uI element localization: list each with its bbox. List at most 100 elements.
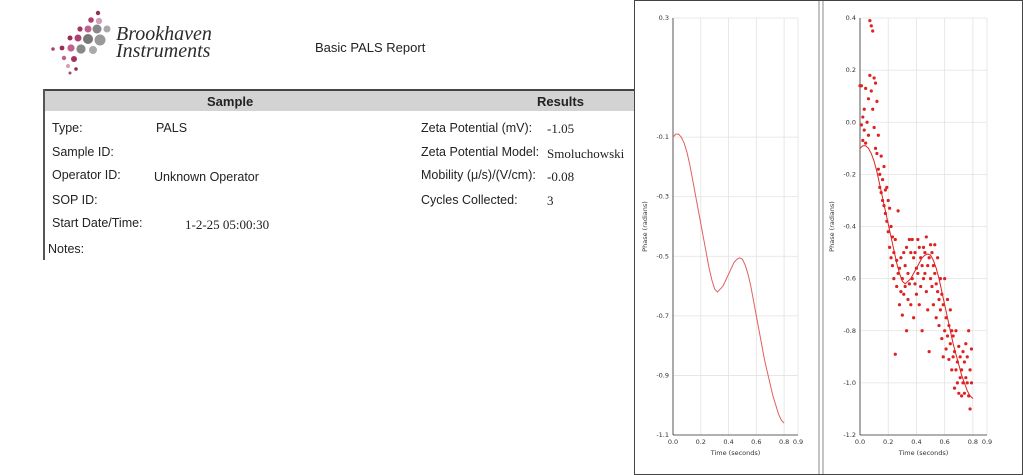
- chart2-data-point: [933, 243, 937, 247]
- chart2-data-point: [899, 256, 903, 260]
- chart2-data-point: [954, 368, 958, 372]
- chart2-data-point: [969, 347, 974, 351]
- chart2-data-point: [875, 99, 879, 103]
- chart2-y-tick-label: 0.2: [846, 66, 856, 74]
- chart1-y-tick-label: -0.3: [656, 193, 669, 201]
- chart2-data-point: [902, 292, 906, 296]
- chart2-data-point: [859, 123, 864, 127]
- chart2-data-point: [912, 256, 916, 260]
- chart2-data-point: [920, 263, 924, 268]
- chart2-x-tick-label: 0.6: [939, 438, 949, 446]
- chart2-x-tick-label: 0.0: [855, 438, 865, 446]
- sample-id-label: Sample ID:: [52, 145, 114, 159]
- chart2-data-point: [943, 329, 947, 333]
- chart2-data-point: [930, 284, 934, 289]
- chart2-data-point: [872, 125, 876, 130]
- operator-id-value: Unknown Operator: [154, 170, 259, 184]
- chart2-data-point: [917, 245, 921, 249]
- chart2-data-point: [920, 329, 924, 333]
- chart2-data-point: [958, 376, 962, 380]
- sample-type-value: PALS: [156, 121, 188, 135]
- zeta-potential-label: Zeta Potential (mV):: [421, 121, 533, 135]
- chart2-data-point: [917, 303, 921, 307]
- zeta-model-value: Smoluchowski: [547, 146, 625, 161]
- chart1-x-tick-label: 0.9: [793, 438, 803, 446]
- chart2-data-point: [951, 334, 955, 338]
- chart2-data-point: [968, 368, 972, 372]
- notes-label: Notes:: [48, 242, 85, 256]
- chart2-data-point: [904, 329, 909, 333]
- chart2-data-point: [961, 350, 965, 354]
- chart2-data-point: [876, 167, 880, 171]
- chart2-data-point: [909, 250, 913, 255]
- chart2-y-axis-label: Phase (radians): [828, 201, 836, 252]
- mobility-value: -0.08: [547, 169, 575, 184]
- chart2-data-point: [886, 198, 890, 203]
- chart2-data-point: [896, 209, 900, 213]
- chart1-y-tick-label: -0.5: [656, 252, 669, 260]
- chart2-data-point: [873, 81, 878, 85]
- chart2-data-point: [876, 133, 880, 137]
- chart2-data-point: [899, 290, 903, 294]
- chart2-data-point: [921, 277, 926, 281]
- chart1-y-axis-label: Phase (radians): [641, 201, 649, 252]
- chart2-data-point: [938, 308, 943, 312]
- chart2-data-point: [893, 352, 897, 356]
- chart1-y-tick-label: -0.1: [656, 133, 669, 141]
- chart2-data-point: [868, 19, 872, 23]
- chart2-data-point: [957, 344, 961, 348]
- sample-type-label: Type:: [52, 121, 83, 135]
- chart2-data-point: [926, 263, 930, 268]
- chart2-data-point: [927, 350, 931, 354]
- operator-id-label: Operator ID:: [52, 168, 121, 182]
- report-title: Basic PALS Report: [315, 40, 426, 55]
- chart2-data-point: [958, 355, 962, 359]
- chart1-x-tick-label: 0.2: [696, 438, 706, 446]
- chart2-data-point: [945, 297, 950, 302]
- chart2-data-point: [913, 250, 917, 255]
- chart2-data-point: [864, 141, 868, 145]
- chart2-data-point: [940, 336, 944, 341]
- chart2-data-point: [900, 313, 904, 317]
- chart2-data-point: [943, 277, 947, 281]
- chart2-y-tick-label: 0.0: [846, 118, 856, 126]
- chart2-data-point: [895, 284, 899, 289]
- chart2-data-point: [950, 368, 954, 372]
- chart2-data-point: [952, 386, 957, 390]
- chart2-data-point: [968, 407, 972, 411]
- chart2-data-point: [888, 206, 892, 210]
- logo-dots-icon: [51, 10, 111, 75]
- sop-id-label: SOP ID:: [52, 193, 98, 207]
- chart2-data-point: [962, 391, 967, 395]
- chart2-data-point: [875, 151, 879, 156]
- chart2-x-tick-label: 0.4: [911, 438, 921, 446]
- chart2-data-point: [936, 290, 940, 294]
- table-header-bar: Sample Results: [45, 89, 635, 111]
- chart2-data-point: [933, 271, 937, 276]
- chart2-data-point: [923, 250, 927, 255]
- start-datetime-value: 1-2-25 05:00:30: [185, 217, 270, 232]
- chart2-y-tick-label: -0.2: [843, 170, 856, 178]
- chart2-data-point: [955, 381, 959, 385]
- chart2-data-point: [967, 329, 971, 333]
- chart2-data-point: [862, 107, 866, 111]
- chart2-data-point: [964, 376, 968, 380]
- chart1-x-tick-label: 0.4: [723, 438, 733, 446]
- chart2-data-point: [892, 277, 896, 281]
- chart2-data-point: [936, 256, 940, 260]
- chart2-data-point: [962, 360, 967, 364]
- chart2-data-point: [916, 237, 920, 242]
- chart2-x-tick-label: 0.9: [982, 438, 992, 446]
- chart2-y-tick-label: -0.4: [843, 223, 856, 231]
- chart2-data-point: [886, 230, 890, 234]
- chart2-data-point: [889, 256, 893, 260]
- brookhaven-logo: Brookhaven Instruments: [50, 8, 250, 76]
- chart2-data-point: [916, 271, 920, 276]
- chart2-data-point: [864, 86, 868, 90]
- zeta-potential-value: -1.05: [547, 121, 575, 136]
- sample-header: Sample: [207, 94, 254, 109]
- chart2-data-point: [931, 303, 935, 307]
- chart2-y-tick-label: -0.8: [843, 327, 856, 335]
- chart2-data-point: [930, 250, 934, 255]
- phase-plots-panel: 0.3 -0.1 -0.3 -0.5 -0.7 -0.9 -1.1 0.0 0.2 0.4 0.6 0…: [634, 0, 1023, 475]
